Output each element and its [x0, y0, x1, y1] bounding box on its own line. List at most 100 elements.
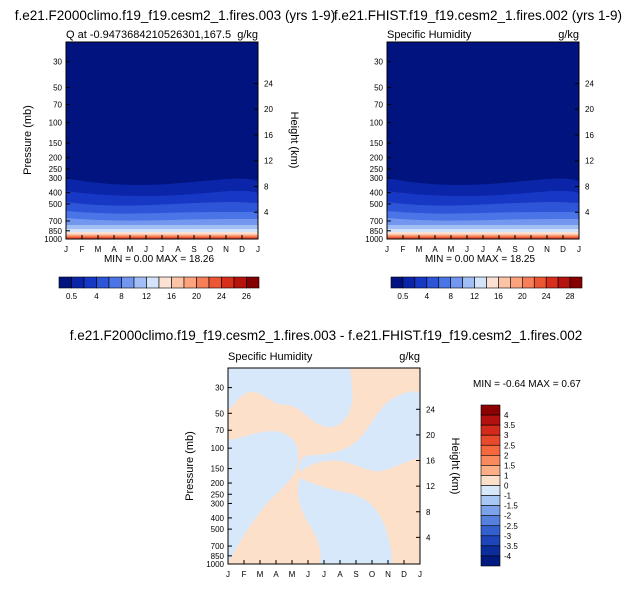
p1-y-tick-label: 200 — [49, 154, 63, 163]
p1-colorbar-swatch — [146, 276, 160, 289]
p1-colorbar-swatch — [58, 276, 72, 289]
p2-x-tick-label: N — [544, 245, 550, 254]
p3-colorbar-label: -2 — [504, 512, 512, 521]
p2-x-tick-label: O — [528, 245, 534, 254]
panel-1-subtitle-left: Q at -0.9473684210526301,167.5 — [66, 29, 231, 41]
p1-colorbar-swatch — [171, 276, 185, 289]
p1-x-tick-label: O — [207, 245, 213, 254]
p2-y-tick-label: 150 — [370, 139, 384, 148]
panel-1-y2-axis: 24 20 16 12 8 4 — [254, 79, 273, 217]
p1-colorbar-swatch — [246, 276, 260, 289]
p2-colorbar-label: 24 — [542, 292, 551, 301]
p2-x-tick-label: F — [401, 245, 406, 254]
p3-y-tick-label: 500 — [211, 525, 225, 534]
p2-y2-tick-label: 24 — [585, 79, 594, 88]
p3-y-tick-label: 700 — [211, 542, 225, 551]
p3-x-tick-label: F — [242, 570, 247, 579]
p3-colorbar-label: -3.5 — [504, 542, 518, 551]
p3-y-tick-label: 200 — [211, 479, 225, 488]
p2-y-tick-label: 30 — [374, 58, 383, 67]
p3-colorbar-label: -4 — [504, 552, 512, 561]
panel-1-title: f.e21.F2000climo.f19_f19.cesm2_1.fires.0… — [15, 8, 335, 23]
p1-y2-tick-label: 4 — [264, 208, 269, 217]
panel-3-plot-area — [227, 367, 421, 565]
p1-colorbar-label: 20 — [192, 292, 201, 301]
panel-3-y2label: Height (km) — [449, 438, 461, 495]
p2-colorbar-swatch — [510, 276, 523, 289]
p2-y2-tick-label: 16 — [585, 131, 594, 140]
p2-colorbar-swatch — [426, 276, 440, 289]
panel-3: f.e21.F2000climo.f19_f19.cesm2_1.fires.0… — [70, 328, 583, 579]
p1-x-tick-label: D — [239, 245, 245, 254]
p3-colorbar-swatch — [480, 414, 501, 426]
p3-y2-tick-label: 8 — [426, 508, 431, 517]
p3-colorbar-label: -2.5 — [504, 522, 518, 531]
p2-colorbar-label: 12 — [470, 292, 479, 301]
p1-colorbar-swatch — [233, 276, 247, 289]
p2-x-tick-label: M — [448, 245, 455, 254]
p1-colorbar-label: 4 — [94, 292, 99, 301]
p3-y-tick-label: 30 — [215, 384, 224, 393]
p3-x-tick-label: A — [337, 570, 343, 579]
p1-colorbar-swatch — [183, 276, 197, 289]
panel-1-ylabel: Pressure (mb) — [22, 105, 34, 175]
p2-y-tick-label: 300 — [370, 174, 384, 183]
p3-colorbar-swatch — [480, 434, 501, 446]
p1-y-tick-label: 30 — [53, 58, 62, 67]
p2-y2-tick-label: 20 — [585, 105, 594, 114]
p2-colorbar-label: 4 — [425, 292, 430, 301]
panel-2-y2-axis: 24 20 16 12 8 4 — [575, 79, 594, 217]
p1-y2-tick-label: 8 — [264, 182, 269, 191]
panel-1-plot-area — [65, 41, 259, 240]
panel-1-subtitle-right: g/kg — [237, 29, 258, 41]
p2-colorbar-swatch — [414, 276, 428, 289]
p2-x-tick-label: A — [496, 245, 502, 254]
panel-1-minmax: MIN = 0.00 MAX = 18.26 — [104, 254, 214, 265]
p2-y-tick-label: 70 — [374, 101, 383, 110]
p1-y-tick-label: 50 — [53, 84, 62, 93]
p2-colorbar-label: 0.5 — [397, 292, 409, 301]
p3-y-tick-label: 100 — [211, 444, 225, 453]
panel-1-colorbar: 0.5 4 8 12 16 20 24 26 — [58, 276, 260, 301]
p3-colorbar-label: 1 — [504, 471, 509, 480]
p2-y-tick-label: 500 — [370, 200, 384, 209]
p3-colorbar-label: 4 — [504, 411, 509, 420]
p2-colorbar-label: 28 — [566, 292, 575, 301]
p1-y-tick-label: 400 — [49, 189, 63, 198]
panel-1: f.e21.F2000climo.f19_f19.cesm2_1.fires.0… — [15, 8, 335, 301]
p3-x-tick-label: J — [418, 570, 422, 579]
panel-2-minmax: MIN = 0.00 MAX = 18.25 — [425, 254, 535, 265]
p3-y2-tick-label: 12 — [426, 482, 435, 491]
p2-colorbar-label: 20 — [518, 292, 527, 301]
p1-colorbar-label: 16 — [167, 292, 176, 301]
p3-colorbar-label: 3.5 — [504, 421, 516, 430]
p2-y-tick-label: 200 — [370, 154, 384, 163]
p1-y2-tick-label: 16 — [264, 131, 273, 140]
p2-y-tick-label: 1000 — [365, 235, 383, 244]
p1-colorbar-swatch — [108, 276, 122, 289]
panel-3-ylabel: Pressure (mb) — [184, 431, 196, 501]
p3-colorbar-swatch — [480, 424, 501, 436]
p3-colorbar-swatch — [480, 525, 501, 537]
p2-y2-tick-label: 8 — [585, 182, 590, 191]
p1-x-tick-label: S — [191, 245, 196, 254]
p3-colorbar-swatch — [480, 505, 501, 516]
p1-y-tick-label: 500 — [49, 200, 63, 209]
p3-y-tick-label: 150 — [211, 465, 225, 474]
p2-colorbar-swatch — [402, 276, 416, 289]
p3-y-tick-label: 250 — [211, 490, 225, 499]
p2-colorbar-swatch — [474, 276, 487, 289]
p1-colorbar-label: 0.5 — [66, 292, 78, 301]
p1-colorbar-swatch — [208, 276, 222, 289]
panel-3-negative-region-4 — [298, 478, 392, 564]
p1-x-tick-label: M — [95, 245, 102, 254]
p1-x-tick-label: J — [64, 245, 68, 254]
p3-colorbar-label: -3 — [504, 532, 512, 541]
p3-x-tick-label: M — [257, 570, 264, 579]
panel-3-negative-region-2 — [228, 431, 299, 564]
p2-y-tick-label: 850 — [370, 227, 384, 236]
p3-colorbar-label: 1.5 — [504, 461, 516, 470]
